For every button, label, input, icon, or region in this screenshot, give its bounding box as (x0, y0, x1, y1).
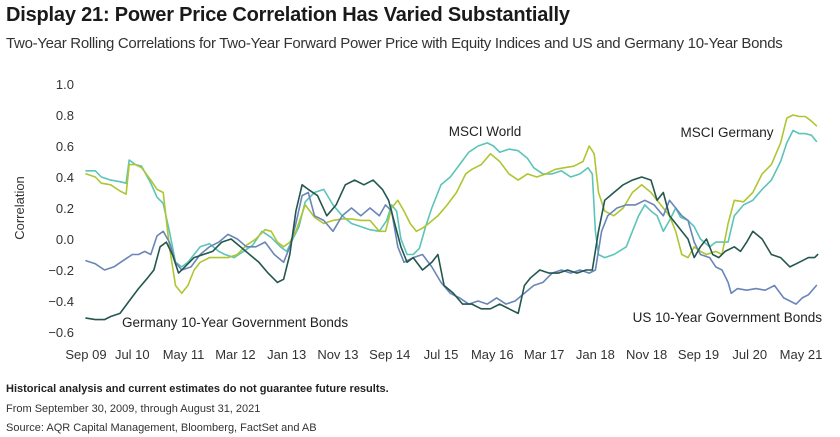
series-line-msci-germany (85, 114, 818, 295)
x-tick-label: May 11 (163, 347, 205, 362)
y-tick-label: 0.0 (56, 232, 74, 247)
x-tick-label: Jul 10 (115, 347, 150, 362)
y-tick-label: 0.6 (56, 139, 74, 154)
y-tick-label: 1.0 (56, 77, 74, 92)
series-label-germany-10-year-government-bonds: Germany 10-Year Government Bonds (122, 315, 348, 330)
series-line-germany-10-year-government-bonds (85, 176, 819, 321)
x-tick-label: Jul 20 (732, 347, 767, 362)
y-tick-label: 0.2 (56, 201, 74, 216)
date-range-note: From September 30, 2009, through August … (6, 403, 261, 415)
x-tick-label: Nov 18 (626, 347, 667, 362)
x-tick-label: Jan 18 (576, 347, 615, 362)
source-note: Source: AQR Capital Management, Bloomber… (6, 422, 317, 434)
chart-title: Display 21: Power Price Correlation Has … (6, 4, 570, 26)
series-label-msci-germany: MSCI Germany (680, 125, 773, 140)
chart-subtitle: Two-Year Rolling Correlations for Two-Ye… (6, 35, 783, 52)
series-line-msci-world (85, 129, 818, 268)
y-tick-label: −0.6 (48, 325, 74, 340)
y-tick-label: −0.4 (48, 294, 74, 309)
series-lines (85, 114, 819, 321)
x-axis-ticks: Sep 09 Jul 10 May 11 Mar 12 Jan 13 Nov 13 Sep … (65, 347, 822, 362)
x-tick-label: May 16 (471, 347, 514, 362)
disclaimer-note: Historical analysis and current estimate… (6, 383, 389, 395)
series-labels: MSCI World MSCI Germany US 10-Year Governm… (122, 124, 822, 330)
y-tick-label: 0.8 (56, 108, 74, 123)
y-tick-label: 0.4 (56, 170, 74, 185)
series-line-us-10-year-government-bonds (85, 191, 818, 305)
series-label-msci-world: MSCI World (449, 124, 522, 139)
x-tick-label: Sep 19 (678, 347, 719, 362)
y-axis-ticks: 1.0 0.8 0.6 0.4 0.2 0.0 −0.2 −0.4 −0.6 (48, 77, 74, 340)
x-tick-label: Sep 09 (65, 347, 106, 362)
x-tick-label: May 21 (780, 347, 823, 362)
x-tick-label: Mar 12 (215, 347, 255, 362)
y-axis-label: Correlation (12, 176, 27, 240)
series-label-us-10-year-government-bonds: US 10-Year Government Bonds (633, 310, 823, 325)
x-tick-label: Mar 17 (524, 347, 564, 362)
x-tick-label: Jul 15 (424, 347, 459, 362)
x-tick-label: Jan 13 (267, 347, 306, 362)
y-tick-label: −0.2 (48, 263, 74, 278)
x-tick-label: Sep 14 (369, 347, 410, 362)
x-tick-label: Nov 13 (317, 347, 358, 362)
